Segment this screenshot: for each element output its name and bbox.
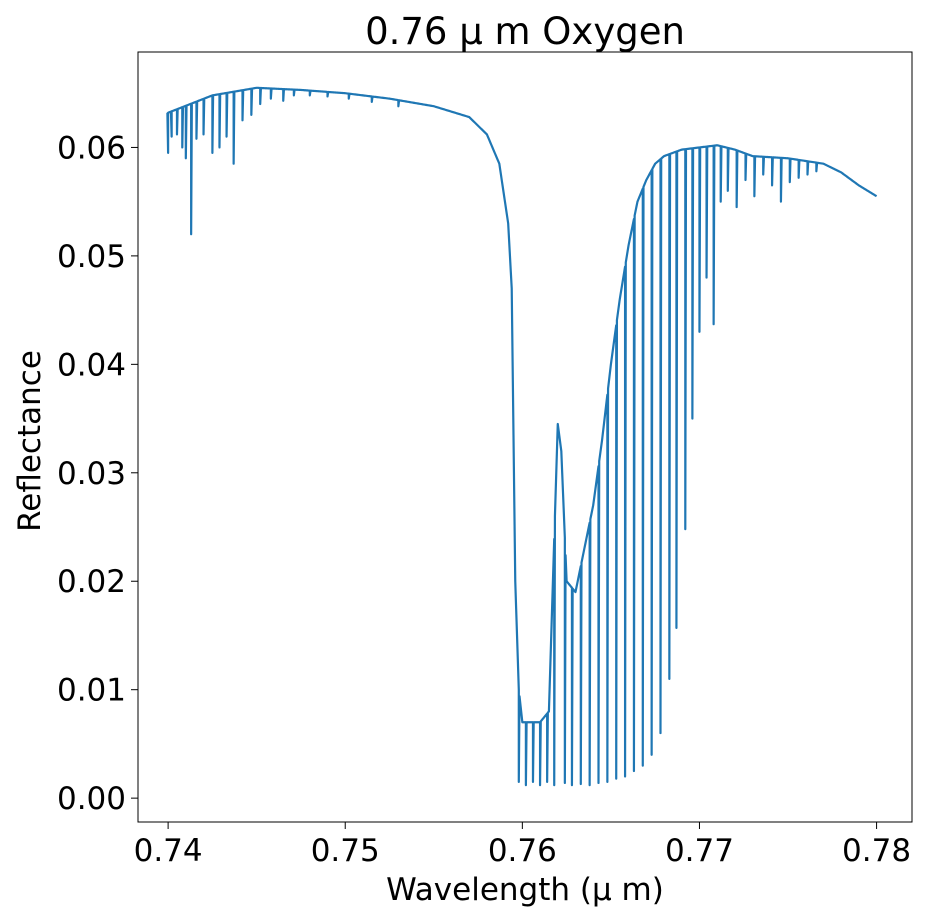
x-tick-label: 0.78 — [842, 833, 911, 869]
y-tick-label: 0.00 — [57, 781, 126, 817]
y-tick-label: 0.02 — [57, 564, 126, 600]
x-axis-label: Wavelength (μ m) — [386, 872, 664, 908]
y-tick-label: 0.01 — [57, 673, 126, 709]
plot-frame — [137, 51, 913, 823]
y-tick-label: 0.03 — [57, 456, 126, 492]
x-axis: 0.74 0.75 0.76 0.77 0.78 — [134, 822, 911, 869]
x-tick-label: 0.76 — [488, 833, 557, 869]
y-tick-label: 0.05 — [57, 239, 126, 275]
y-tick-label: 0.06 — [57, 130, 126, 166]
y-tick-label: 0.04 — [57, 347, 126, 383]
x-tick-label: 0.74 — [134, 833, 203, 869]
x-tick-label: 0.75 — [311, 833, 380, 869]
x-tick-label: 0.77 — [665, 833, 734, 869]
y-axis: 0.00 0.01 0.02 0.03 0.04 0.05 0.06 — [57, 130, 138, 817]
series-line — [166, 86, 878, 787]
y-axis-label: Reflectance — [12, 350, 48, 532]
plot-area — [137, 51, 913, 823]
chart-title: 0.76 μ m Oxygen — [365, 10, 685, 53]
